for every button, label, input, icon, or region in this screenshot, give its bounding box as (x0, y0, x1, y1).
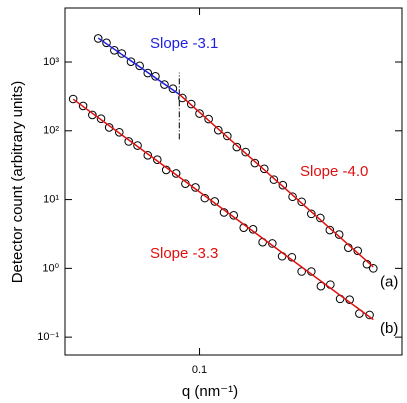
data-point (213, 125, 223, 135)
data-point (114, 128, 124, 137)
data-point (104, 123, 114, 132)
data-point (88, 110, 97, 120)
data-point (297, 197, 306, 207)
data-point (171, 169, 181, 178)
data-point (117, 49, 127, 58)
data-point (152, 155, 162, 165)
y-tick-label: 10³ (43, 56, 59, 68)
data-point (288, 192, 297, 202)
data-point (325, 225, 335, 235)
x-axis-title: q (nm⁻¹) (182, 383, 238, 400)
series-label: (b) (380, 320, 398, 337)
plot-frame (64, 7, 403, 356)
data-point (151, 71, 160, 81)
data-point (307, 209, 316, 219)
data-point (78, 101, 88, 111)
data-point (102, 38, 111, 48)
fit-line (97, 37, 180, 95)
y-tick-label: 10² (43, 125, 59, 137)
data-point (316, 281, 326, 291)
data-point (210, 197, 220, 206)
data-point (68, 94, 78, 104)
data-point (277, 251, 287, 261)
data-point (186, 99, 196, 109)
data-point (335, 294, 345, 304)
data-point (124, 137, 134, 146)
data-point (278, 180, 288, 190)
data-point (133, 141, 142, 150)
series-label: (a) (380, 273, 398, 290)
data-point (93, 34, 103, 43)
data-point (168, 84, 178, 93)
data-point (195, 109, 204, 118)
data-point (191, 183, 200, 192)
data-point (223, 131, 232, 141)
data-point (269, 175, 279, 184)
data-point (126, 57, 136, 67)
data-point (143, 68, 153, 78)
data-point (96, 114, 106, 123)
x-tick-label: 0.1 (192, 364, 207, 376)
y-tick-label: 10⁰ (42, 262, 59, 274)
y-axis-title: Detector count (arbitrary units) (9, 81, 26, 284)
fit-line (178, 93, 374, 268)
slope-label: Slope -4.0 (300, 163, 368, 180)
data-point (369, 264, 378, 273)
data-point (334, 230, 344, 239)
data-point (353, 246, 363, 256)
y-tick-label: 10¹ (43, 193, 59, 205)
slope-label: Slope -3.3 (150, 245, 218, 262)
data-point (143, 151, 153, 160)
data-point (135, 61, 144, 71)
slope-label: Slope -3.1 (150, 35, 218, 52)
data-point (178, 93, 187, 103)
data-point (250, 158, 260, 168)
data-point (241, 147, 250, 157)
data-point (160, 80, 169, 89)
data-point (232, 142, 242, 152)
y-tick-label: 10⁻¹ (37, 331, 59, 343)
data-point (259, 164, 269, 174)
data-point (110, 46, 119, 55)
data-point (229, 211, 239, 220)
fit-line (72, 98, 374, 321)
data-point (316, 213, 325, 223)
data-point (204, 114, 213, 124)
